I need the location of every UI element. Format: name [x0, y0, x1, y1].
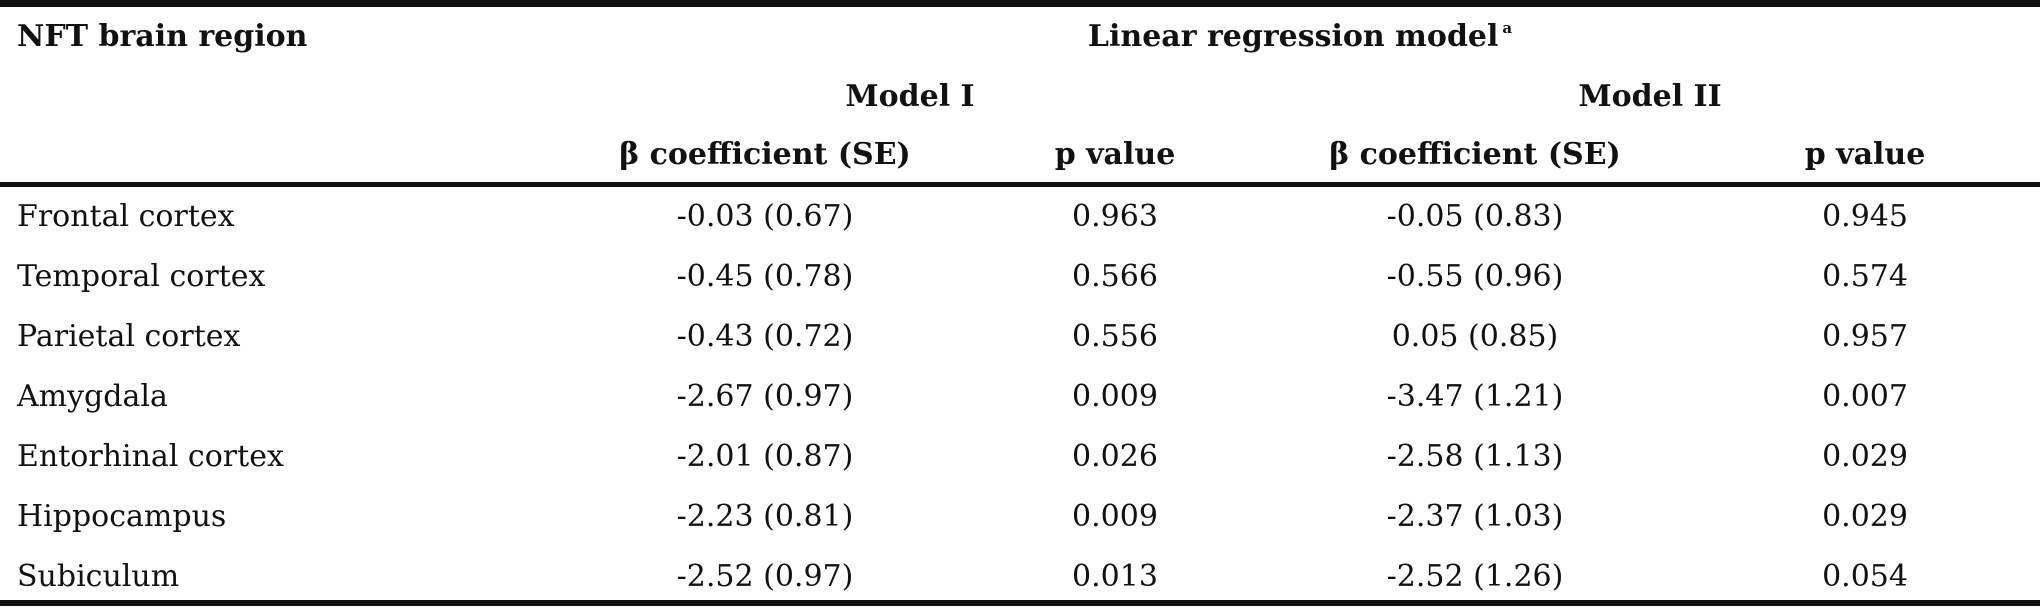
model-1-beta-cell: -2.52 (0.97) [676, 559, 854, 594]
model-2-header: Model II [1578, 79, 1722, 114]
table-body: Frontal cortex -0.03 (0.67) 0.963 -0.05 … [0, 187, 2040, 607]
model-2-beta-cell: -2.58 (1.13) [1386, 439, 1564, 474]
region-cell: Entorhinal cortex [17, 439, 284, 474]
region-cell: Temporal cortex [17, 259, 266, 294]
table-row: Subiculum -2.52 (0.97) 0.013 -2.52 (1.26… [0, 547, 2040, 607]
region-cell: Parietal cortex [17, 319, 241, 354]
column-header: β coefficient (SE) [1329, 136, 1621, 172]
column-header: β coefficient (SE) [619, 136, 911, 172]
region-cell: Subiculum [17, 559, 180, 594]
region-column-header: NFT brain region [17, 19, 308, 54]
table-row: Temporal cortex -0.45 (0.78) 0.566 -0.55… [0, 247, 2040, 307]
model-2-p-cell: 0.574 [1822, 259, 1908, 294]
table-row: Parietal cortex -0.43 (0.72) 0.556 0.05 … [0, 307, 2040, 367]
model-1-beta-cell: -0.43 (0.72) [676, 319, 854, 354]
model-2-p-cell: 0.957 [1822, 319, 1908, 354]
model-1-beta-cell: -2.67 (0.97) [676, 379, 854, 414]
model-1-p-cell: 0.013 [1072, 559, 1158, 594]
model-2-p-cell: 0.054 [1822, 559, 1908, 594]
region-cell: Hippocampus [17, 499, 227, 534]
model-2-beta-cell: -2.37 (1.03) [1386, 499, 1564, 534]
header-rule [0, 182, 2040, 187]
model-1-beta-cell: -0.45 (0.78) [676, 259, 854, 294]
model-1-p-cell: 0.009 [1072, 499, 1158, 534]
model-2-p-cell: 0.007 [1822, 379, 1908, 414]
top-rule [0, 0, 2040, 7]
model-1-header: Model I [845, 79, 975, 114]
region-cell: Amygdala [17, 379, 168, 414]
model-1-beta-cell: -2.01 (0.87) [676, 439, 854, 474]
data-table: NFT brain region Linear regression model… [0, 7, 2040, 607]
model-group-label: Linear regression model [1087, 19, 1499, 54]
column-header: p value [1054, 136, 1176, 172]
model-2-p-cell: 0.945 [1822, 199, 1908, 234]
table-header: NFT brain region Linear regression model… [0, 7, 2040, 187]
table-row: Frontal cortex -0.03 (0.67) 0.963 -0.05 … [0, 187, 2040, 247]
table-row: Amygdala -2.67 (0.97) 0.009 -3.47 (1.21)… [0, 367, 2040, 427]
region-cell: Frontal cortex [17, 199, 235, 234]
model-1-p-cell: 0.556 [1072, 319, 1158, 354]
model-group-header: Linear regression model a [560, 7, 2040, 67]
column-header: p value [1804, 136, 1926, 172]
model-2-beta-cell: -0.55 (0.96) [1386, 259, 1564, 294]
model-1-p-cell: 0.566 [1072, 259, 1158, 294]
table-row: Hippocampus -2.23 (0.81) 0.009 -2.37 (1.… [0, 487, 2040, 547]
model-1-p-cell: 0.026 [1072, 439, 1158, 474]
bottom-rule [0, 600, 2040, 606]
table-row: Entorhinal cortex -2.01 (0.87) 0.026 -2.… [0, 427, 2040, 487]
empty-header-cell [0, 127, 560, 182]
model-2-beta-cell: 0.05 (0.85) [1391, 319, 1559, 354]
model-1-beta-cell: -2.23 (0.81) [676, 499, 854, 534]
model-2-beta-cell: -3.47 (1.21) [1386, 379, 1564, 414]
model-group-footnote-mark: a [1502, 19, 1513, 37]
empty-header-cell [0, 67, 560, 127]
model-2-beta-cell: -0.05 (0.83) [1386, 199, 1564, 234]
model-1-p-cell: 0.009 [1072, 379, 1158, 414]
model-1-beta-cell: -0.03 (0.67) [676, 199, 854, 234]
model-2-p-cell: 0.029 [1822, 439, 1908, 474]
model-2-p-cell: 0.029 [1822, 499, 1908, 534]
model-2-beta-cell: -2.52 (1.26) [1386, 559, 1564, 594]
model-1-p-cell: 0.963 [1072, 199, 1158, 234]
